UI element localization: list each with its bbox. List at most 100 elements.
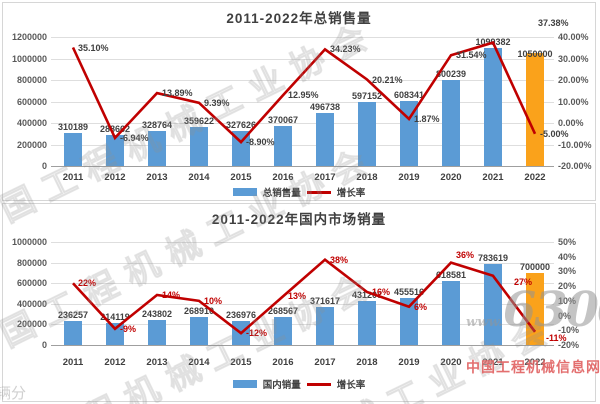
x-axis-label-2018: 2018 <box>356 172 378 183</box>
bar-2016 <box>274 126 292 166</box>
site-url-number: 6300 <box>502 282 600 338</box>
growth-rate-label: -5.00% <box>540 128 569 139</box>
growth-rate-label: 6% <box>414 301 428 312</box>
bar-value-label: 608341 <box>393 89 425 100</box>
secondary-axis-tick-label: 30% <box>558 266 577 277</box>
gridline <box>51 345 554 346</box>
growth-rate-label: -9% <box>120 323 137 334</box>
bar-2018 <box>358 300 376 345</box>
bar-2022 <box>526 53 544 166</box>
total-sales-chart-panel: 2011-2022年总销售量 1200000 1000000 800000 60000… <box>2 2 596 201</box>
y-axis-tick-label: 1000000 <box>11 237 47 247</box>
domestic-sales-legend: 国内销量 增长率 <box>3 377 595 391</box>
bar-value-label: 800239 <box>435 69 467 79</box>
growth-rate-label: 36% <box>456 249 475 260</box>
gridline <box>51 283 554 285</box>
legend-bar-swatch <box>232 380 257 388</box>
legend-bar-label: 国内销量 <box>262 380 301 391</box>
domestic-sales-chart-panel: 2011-2022年国内市场销量 1000000 800000 600000 4000… <box>2 203 596 402</box>
y-axis-tick-label: 1200000 <box>11 32 47 42</box>
x-axis-label-2011: 2011 <box>62 172 84 183</box>
site-url-prefix: www. <box>466 315 503 330</box>
y-axis-tick-label: 200000 <box>16 139 47 150</box>
secondary-axis-tick-label: -20.00% <box>558 161 592 171</box>
growth-rate-label: 34.23% <box>330 44 361 55</box>
bar-2020 <box>442 281 460 345</box>
bar-2019 <box>400 100 418 166</box>
secondary-axis-tick-label: 50% <box>558 237 577 247</box>
site-url-watermark: www. 6300 .net <box>466 286 600 334</box>
legend-line-swatch <box>306 382 331 386</box>
total-sales-plot-area: 1200000 1000000 800000 600000 400000 200000 0 4… <box>3 3 595 200</box>
x-axis-label-2022: 2022 <box>524 172 546 183</box>
chart-title-domestic-sales: 2011-2022年国内市场销量 <box>211 212 387 227</box>
growth-rate-label: -11% <box>546 332 567 343</box>
secondary-axis-tick-label: 20.00% <box>558 75 589 85</box>
y-axis-tick-label: 800000 <box>16 257 47 268</box>
bar-value-label: 1050000 <box>517 49 553 60</box>
gridline <box>51 242 554 243</box>
growth-rate-label: 20.21% <box>372 74 403 85</box>
x-axis-label-2016: 2016 <box>272 357 294 368</box>
domestic-sales-plot-area: 1000000 800000 600000 400000 200000 0 50% 40% 30… <box>3 204 595 401</box>
growth-rate-label: 9.39% <box>204 97 230 108</box>
growth-rate-label: 16% <box>372 287 391 297</box>
x-axis-label-2014: 2014 <box>188 172 210 183</box>
bar-value-label: 1099382 <box>475 36 511 47</box>
bar-value-label: 700000 <box>519 261 551 272</box>
x-axis-label-2013: 2013 <box>146 357 168 368</box>
secondary-axis-tick-label: -20% <box>558 340 580 350</box>
y-axis-tick-label: 400000 <box>16 118 47 128</box>
bar-2013 <box>148 319 166 345</box>
bar-2018 <box>358 101 376 166</box>
legend-line-swatch <box>306 190 331 194</box>
growth-rate-label: 35.10% <box>78 42 109 53</box>
bar-2013 <box>148 130 166 166</box>
y-axis-tick-label: 0 <box>41 340 47 350</box>
x-axis-label-2013: 2013 <box>146 172 168 183</box>
x-axis-label-2017: 2017 <box>314 357 336 368</box>
bar-2020 <box>442 80 460 166</box>
x-axis-label-2011: 2011 <box>62 357 84 368</box>
legend-bar-swatch <box>232 188 257 196</box>
x-axis-label-2019: 2019 <box>398 172 420 183</box>
bar-value-label: 496738 <box>309 101 341 112</box>
x-axis-label-2021: 2021 <box>482 172 504 183</box>
y-axis-tick-label: 600000 <box>16 278 47 289</box>
x-axis-label-2020: 2020 <box>440 172 462 183</box>
x-axis-label-2018: 2018 <box>356 357 378 368</box>
legend-line-label: 增长率 <box>336 188 366 199</box>
secondary-axis-tick-label: 0.00% <box>558 118 584 128</box>
y-axis-tick-label: 1000000 <box>11 53 47 64</box>
bar-2016 <box>274 317 292 345</box>
growth-rate-label: -12% <box>246 328 268 339</box>
growth-rate-label: 12.95% <box>288 90 319 101</box>
site-name-watermark: 中国工程机械信息网 <box>466 359 600 375</box>
growth-rate-label: 10% <box>204 295 223 306</box>
corner-watermark-fragment: 辆分 <box>0 385 27 402</box>
x-axis-label-2019: 2019 <box>398 357 420 368</box>
x-axis-label-2017: 2017 <box>314 172 336 183</box>
x-axis-label-2021: 2021 <box>482 357 504 368</box>
secondary-axis-tick-label: -10.00% <box>558 139 592 150</box>
bar-2021 <box>484 47 502 166</box>
growth-rate-label: 31.54% <box>456 50 487 61</box>
growth-rate-label: -8.90% <box>246 137 275 148</box>
x-axis-label-2012: 2012 <box>104 357 126 368</box>
y-axis-tick-label: 400000 <box>16 298 47 309</box>
y-axis-tick-label: 600000 <box>16 96 47 107</box>
bar-2017 <box>316 306 334 345</box>
bar-value-label: 268567 <box>267 306 299 317</box>
growth-rate-label: 38% <box>330 254 349 265</box>
gridline <box>51 144 554 146</box>
growth-rate-label: 22% <box>78 278 97 289</box>
legend-bar-label: 总销售量 <box>262 188 301 199</box>
gridline <box>51 80 554 81</box>
bar-2017 <box>316 112 334 166</box>
bar-value-label: 370067 <box>267 115 299 126</box>
bar-2015 <box>232 130 250 166</box>
x-axis-label-2022: 2022 <box>524 357 546 368</box>
total-sales-legend: 总销售量 增长率 <box>3 185 595 199</box>
x-axis-label-2015: 2015 <box>230 172 252 183</box>
